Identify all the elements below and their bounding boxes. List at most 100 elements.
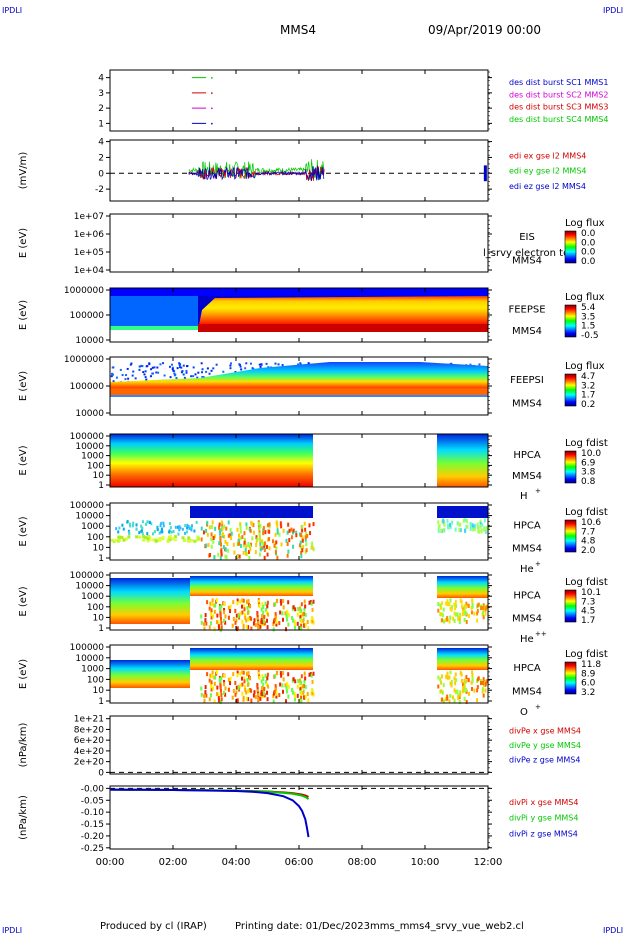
- speckle: [458, 695, 461, 700]
- colorbar-title: Log fdist: [565, 507, 608, 518]
- speckle: [247, 599, 250, 604]
- speckle: [301, 684, 304, 689]
- colorbar-tick-label: 10.0: [581, 449, 601, 459]
- speckle: [171, 368, 174, 371]
- speckle: [459, 528, 462, 533]
- speckle: [213, 609, 216, 614]
- speckle: [260, 619, 263, 624]
- legend-entry: des dist burst SC1 MMS1: [509, 78, 608, 87]
- speckle: [235, 690, 238, 695]
- speckle: [441, 613, 444, 618]
- speckle: [444, 697, 447, 702]
- speckle: [287, 622, 290, 627]
- speckle: [182, 364, 185, 367]
- speckle: [168, 530, 171, 534]
- speckle: [140, 529, 143, 533]
- colorbar-tick-label: 0.0: [581, 248, 596, 258]
- speckle: [251, 522, 254, 527]
- speckle: [275, 540, 278, 545]
- speckle: [312, 522, 315, 527]
- panel-divpi: -0.00 -0.05 -0.10 -0.15 -0.20 -0.25 (nPa/km) d…: [18, 784, 578, 853]
- speckle: [220, 676, 223, 681]
- speckle: [452, 616, 455, 621]
- speckle: [300, 680, 303, 685]
- speckle: [194, 373, 197, 376]
- y-axis-label: (mV/m): [18, 152, 29, 190]
- speckle: [229, 681, 232, 686]
- speckle: [210, 612, 213, 617]
- speckle: [454, 603, 457, 608]
- speckle: [301, 524, 304, 529]
- speckle: [260, 363, 263, 366]
- speckle: [221, 532, 224, 537]
- speckle: [446, 671, 449, 676]
- speckle: [220, 625, 223, 630]
- speckle: [241, 610, 244, 615]
- figure-date: 09/Apr/2019 00:00: [428, 23, 541, 37]
- speckle: [282, 605, 285, 610]
- speckle: [259, 624, 262, 629]
- speckle: [268, 537, 271, 542]
- speckle: [247, 617, 250, 622]
- speckle: [227, 605, 230, 610]
- speckle: [277, 363, 280, 366]
- speckle: [454, 599, 457, 604]
- legend-entry: divPi x gse MMS4: [509, 798, 578, 807]
- speckle: [143, 373, 146, 376]
- speckle: [222, 545, 225, 550]
- speckle: [248, 555, 251, 560]
- colorbar-title: Log flux: [565, 218, 605, 229]
- speckle: [210, 532, 213, 537]
- speckle: [453, 611, 456, 616]
- speckle: [258, 603, 261, 608]
- speckle: [262, 682, 265, 687]
- speckle: [308, 600, 311, 605]
- speckle: [257, 693, 260, 698]
- speckle: [220, 520, 223, 525]
- speckle: [300, 545, 303, 550]
- colorbar-tick-label: 10.1: [581, 588, 601, 598]
- speckle: [217, 620, 220, 625]
- speckle: [476, 522, 479, 527]
- speckle: [209, 673, 212, 678]
- y-tick-label: 1000: [81, 592, 104, 602]
- panel-feepsi: 1000000 100000 10000 E (eV) FEEPSI MMS4 Log f…: [18, 355, 605, 419]
- speckle: [110, 538, 114, 542]
- speckle: [450, 605, 453, 610]
- speckle: [457, 693, 460, 698]
- speckle: [446, 599, 449, 604]
- speckle: [476, 603, 479, 608]
- burst-marker: [211, 77, 213, 79]
- y-tick-label: 1: [98, 697, 104, 707]
- speckle: [268, 524, 271, 529]
- y-axis-label: (nPa/km): [18, 795, 29, 840]
- speckle: [220, 688, 223, 693]
- x-tick-label: 12:00: [474, 857, 503, 868]
- speckle: [309, 531, 312, 536]
- speckle: [117, 530, 120, 534]
- speckle: [223, 673, 226, 678]
- speckle: [266, 676, 269, 681]
- spacecraft-label: MMS4: [512, 543, 542, 554]
- speckle: [217, 692, 220, 697]
- speckle: [273, 689, 276, 694]
- speckle: [229, 609, 232, 614]
- speckle: [457, 696, 460, 701]
- speckle: [151, 366, 154, 369]
- speckle: [192, 375, 195, 378]
- speckle: [259, 696, 262, 701]
- speckle: [236, 527, 239, 532]
- speckle: [268, 546, 271, 551]
- speckle: [247, 625, 250, 630]
- overlay-label: l_srvy electron to: [483, 248, 569, 259]
- speckle: [227, 548, 230, 553]
- speckle: [175, 377, 178, 380]
- speckle: [268, 522, 271, 527]
- speckle: [161, 530, 164, 534]
- speckle: [232, 672, 235, 677]
- burst-marker: [211, 107, 213, 110]
- speckle: [265, 610, 268, 615]
- speckle: [241, 682, 244, 687]
- speckle: [261, 674, 264, 679]
- speckle: [193, 529, 196, 533]
